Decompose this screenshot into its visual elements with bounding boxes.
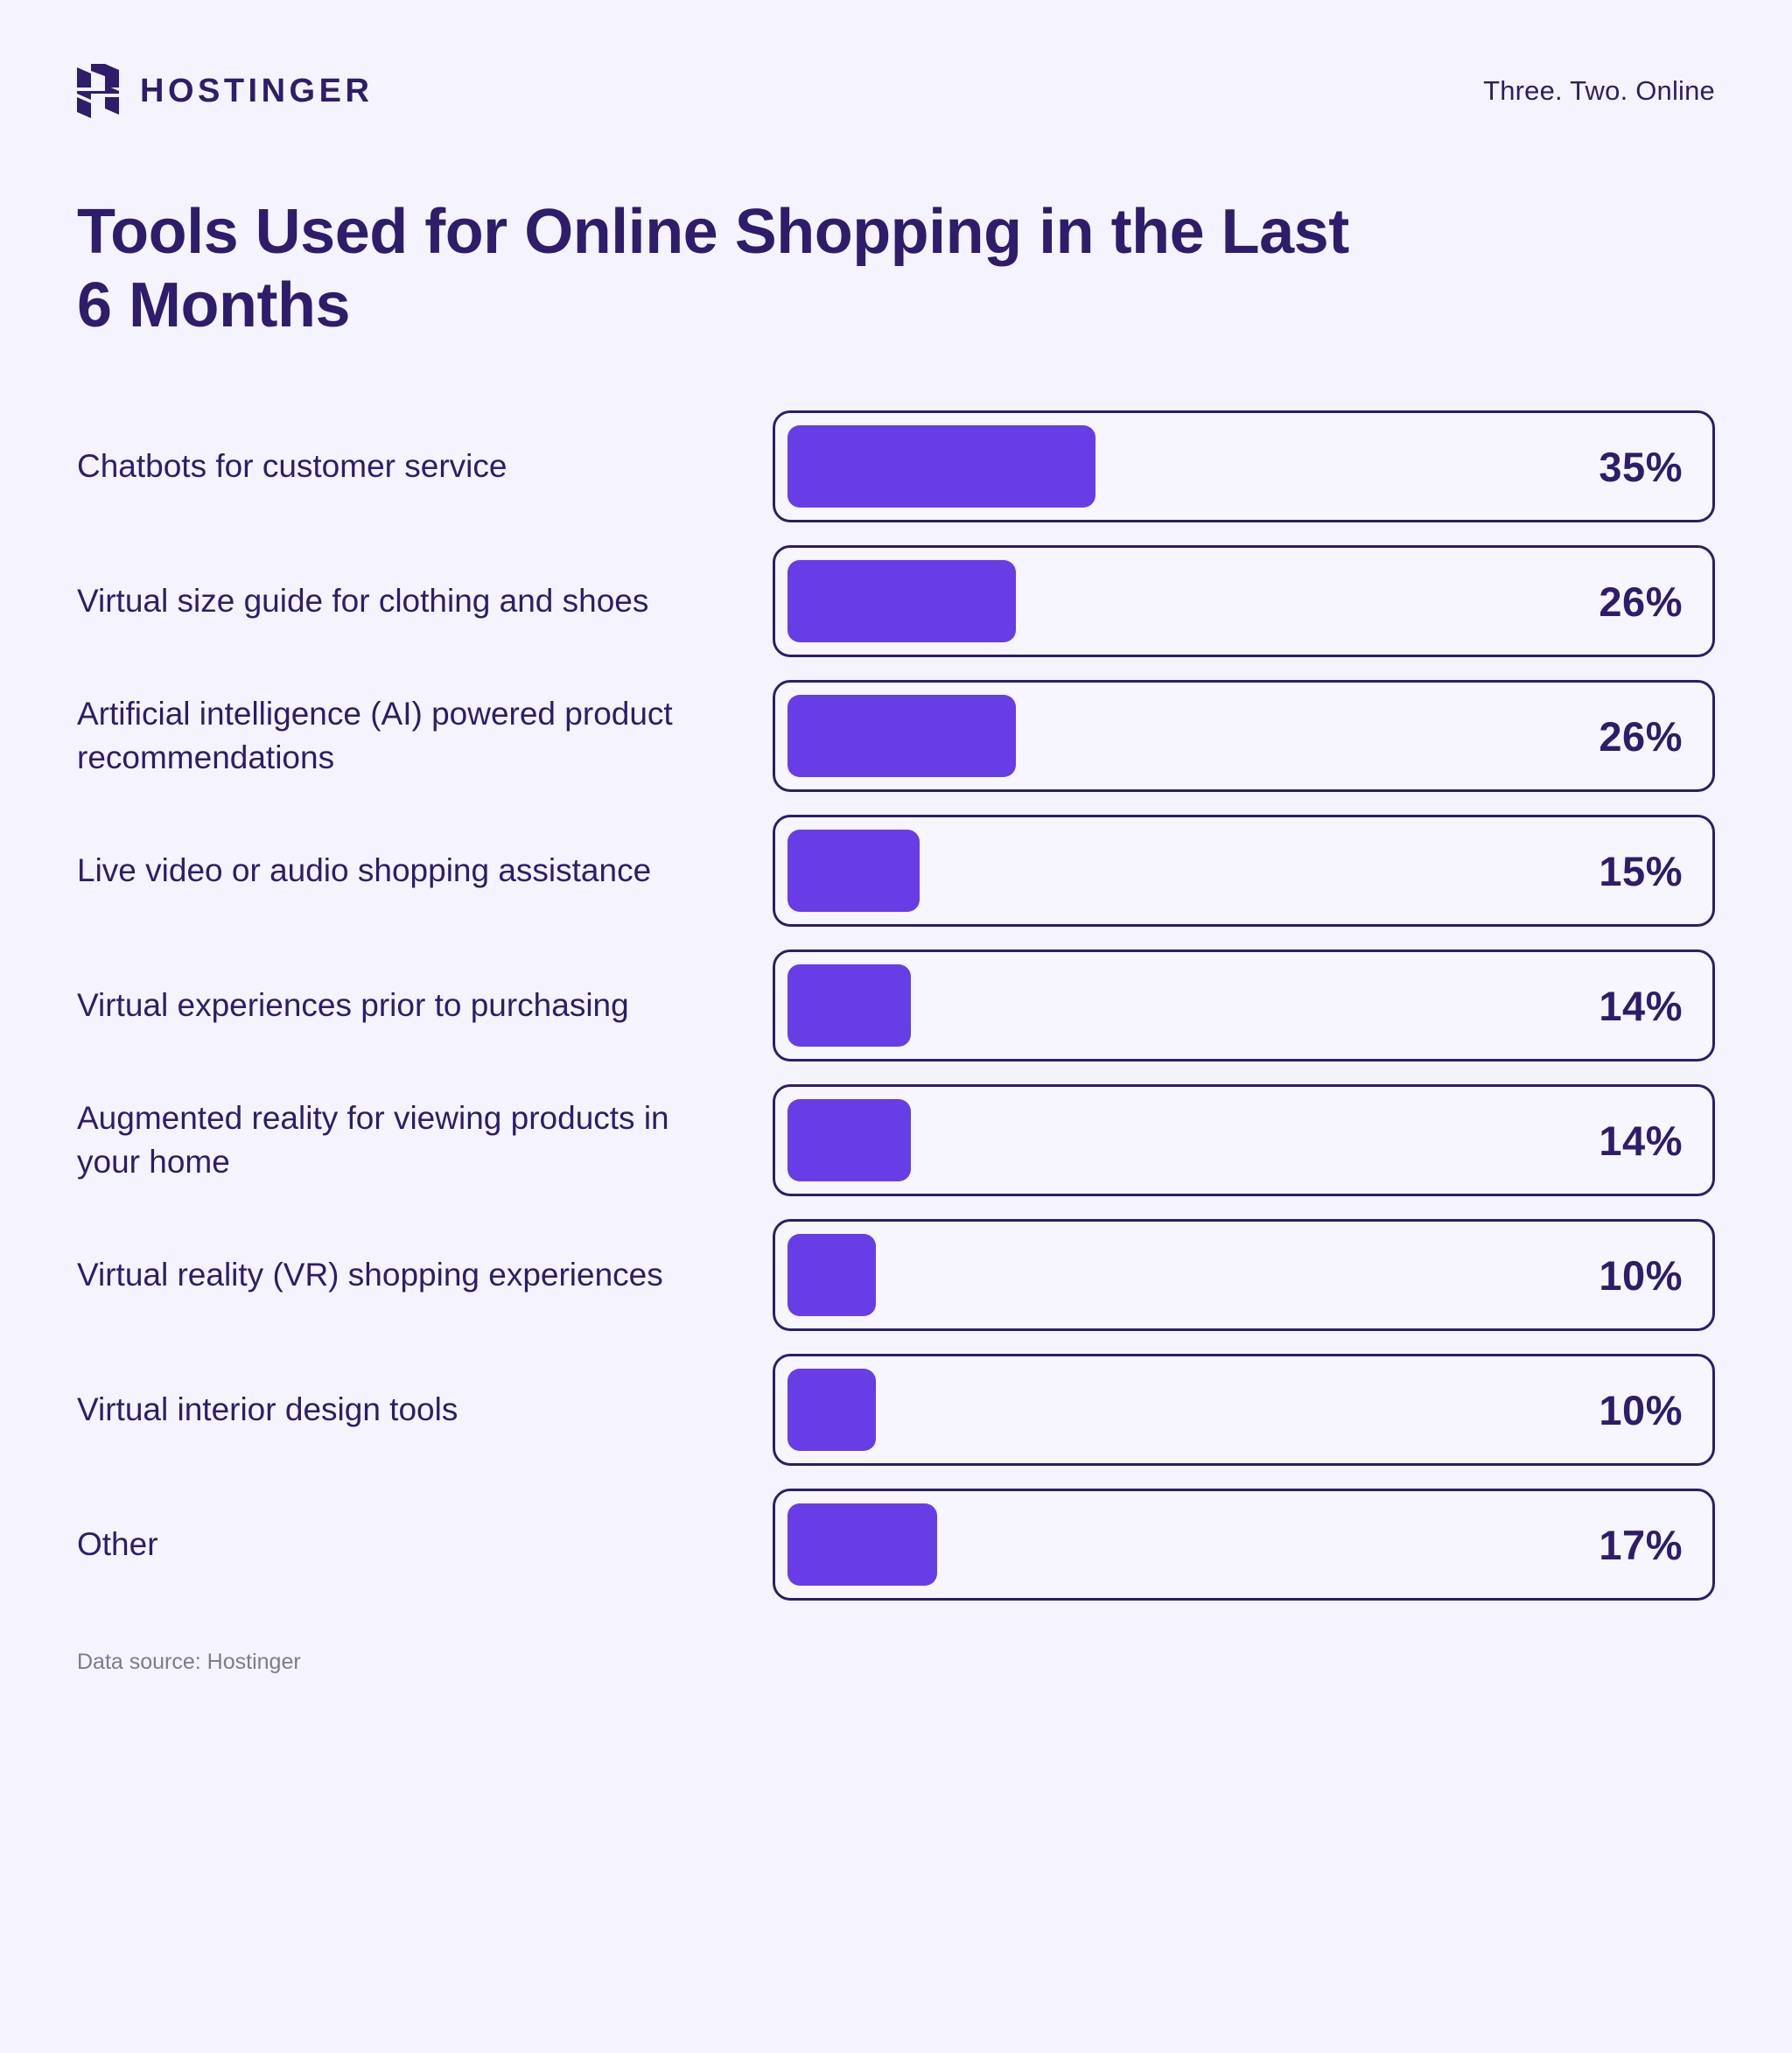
bar-fill	[788, 1503, 937, 1587]
brand-lockup: HOSTINGER	[77, 64, 373, 118]
bar-value-label: 17%	[1599, 1521, 1683, 1568]
bar-value-label: 15%	[1599, 847, 1683, 894]
bar-category-label: Live video or audio shopping assistance	[77, 852, 652, 889]
bar-track: 14%	[773, 1084, 1715, 1197]
bar-track: 10%	[773, 1219, 1715, 1332]
bar-track: 14%	[773, 949, 1715, 1062]
page-header: HOSTINGER Three. Two. Online	[77, 0, 1715, 118]
bar-value-label: 14%	[1599, 1117, 1683, 1164]
bar-value-label: 10%	[1599, 1251, 1683, 1299]
bar-fill	[788, 1369, 876, 1452]
chart-row: Chatbots for customer service 35%	[77, 410, 1715, 523]
bar-track: 10%	[773, 1354, 1715, 1467]
chart-row: Other 17%	[77, 1489, 1715, 1601]
bar-fill	[788, 830, 920, 913]
chart-row: Live video or audio shopping assistance 1…	[77, 815, 1715, 928]
page-title: Tools Used for Online Shopping in the La…	[77, 197, 1349, 340]
bar-value-label: 35%	[1599, 443, 1683, 490]
bar-category-label: Virtual interior design tools	[77, 1391, 458, 1428]
chart-row: Artificial intelligence (AI) powered pro…	[77, 680, 1715, 793]
bar-value-label: 14%	[1599, 982, 1683, 1029]
data-source-note: Data source: Hostinger	[77, 1650, 301, 1675]
bar-fill	[788, 1099, 911, 1182]
bar-category-label: Other	[77, 1526, 158, 1563]
bar-track: 15%	[773, 815, 1715, 928]
chart-row: Virtual experiences prior to purchasing 1…	[77, 949, 1715, 1062]
chart-row: Virtual reality (VR) shopping experience…	[77, 1219, 1715, 1332]
chart-row: Virtual size guide for clothing and shoe…	[77, 545, 1715, 658]
chart-row: Virtual interior design tools 10%	[77, 1354, 1715, 1467]
bar-category-label: Virtual size guide for clothing and shoe…	[77, 583, 649, 620]
brand-tagline: Three. Two. Online	[1483, 75, 1715, 106]
bar-value-label: 26%	[1599, 578, 1683, 625]
bar-fill	[788, 425, 1096, 508]
bar-category-label: Virtual experiences prior to purchasing	[77, 987, 629, 1024]
bar-track: 26%	[773, 680, 1715, 793]
hostinger-h-logo-icon	[77, 64, 119, 118]
bar-category-label: Chatbots for customer service	[77, 448, 508, 485]
bar-value-label: 10%	[1599, 1386, 1683, 1433]
bar-track: 35%	[773, 410, 1715, 523]
bar-category-label: Virtual reality (VR) shopping experience…	[77, 1257, 663, 1293]
bar-category-label: Artificial intelligence (AI) powered pro…	[77, 696, 673, 776]
chart-row: Augmented reality for viewing products i…	[77, 1084, 1715, 1197]
bar-fill	[788, 964, 911, 1048]
bar-track: 17%	[773, 1489, 1715, 1601]
bar-fill	[788, 1234, 876, 1317]
bar-fill	[788, 695, 1017, 778]
bar-category-label: Augmented reality for viewing products i…	[77, 1100, 669, 1181]
brand-wordmark: HOSTINGER	[140, 73, 374, 109]
bar-track: 26%	[773, 545, 1715, 658]
bar-fill	[788, 560, 1017, 643]
bar-value-label: 26%	[1599, 712, 1683, 760]
horizontal-bar-chart: Chatbots for customer service 35% Virtual …	[77, 410, 1715, 1601]
